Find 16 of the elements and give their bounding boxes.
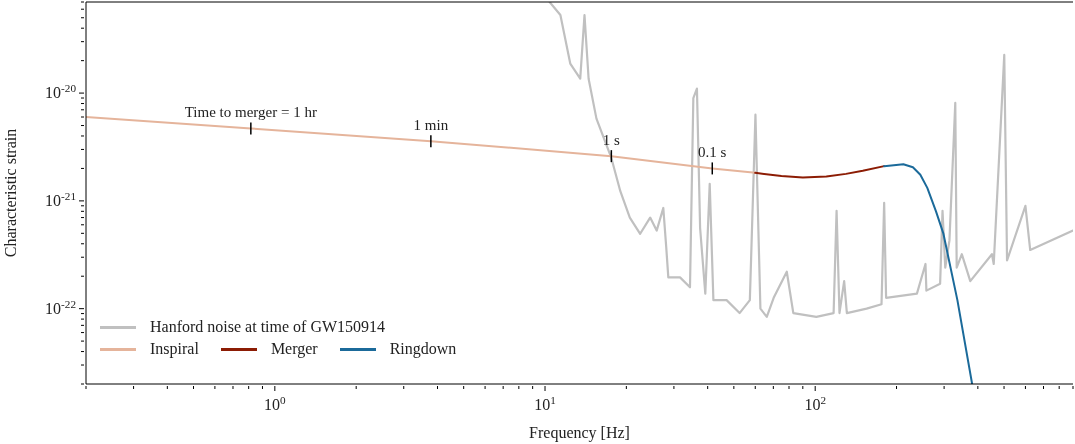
legend-label: Ringdown — [389, 340, 457, 358]
legend-label: Hanford noise at time of GW150914 — [150, 318, 386, 336]
annotation: Time to merger = 1 hr — [184, 104, 317, 121]
x-axis-title: Frequency [Hz] — [529, 424, 630, 442]
y-tick-label: 10$^{-22}$ — [45, 297, 76, 317]
x-tick-label: 10$^{1}$ — [534, 394, 556, 413]
annotation: 0.1 s — [698, 144, 727, 161]
annotation: 1 s — [602, 132, 621, 149]
legend-label: Merger — [270, 340, 318, 358]
x-tick-label: 10$^{2}$ — [804, 394, 826, 413]
legend-label: Inspiral — [150, 340, 199, 358]
y-tick-label: 10$^{-21}$ — [45, 189, 76, 209]
x-tick-label: 10$^{0}$ — [264, 394, 287, 413]
y-tick-label: 10$^{-20}$ — [45, 82, 77, 102]
annotation: 1 min — [413, 117, 449, 134]
y-axis-title: Characteristic strain — [1, 128, 19, 258]
